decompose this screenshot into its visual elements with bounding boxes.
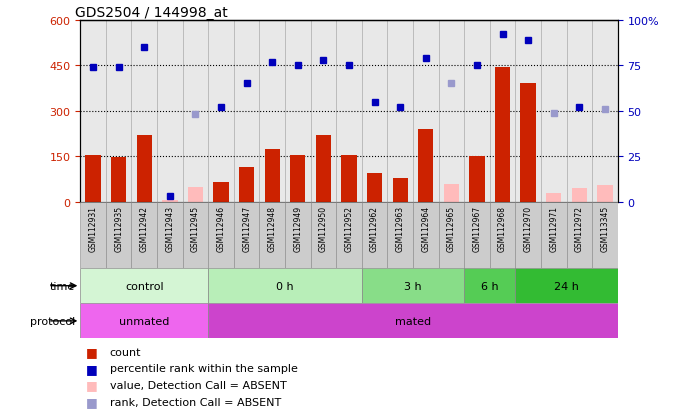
Bar xyxy=(367,173,383,202)
Text: GSM112970: GSM112970 xyxy=(524,206,533,252)
FancyBboxPatch shape xyxy=(311,202,336,268)
Text: GSM112945: GSM112945 xyxy=(191,206,200,252)
FancyBboxPatch shape xyxy=(234,202,260,268)
Bar xyxy=(341,155,357,202)
Text: GSM112948: GSM112948 xyxy=(268,206,276,252)
Text: GSM113345: GSM113345 xyxy=(600,206,609,252)
FancyBboxPatch shape xyxy=(592,202,618,268)
FancyBboxPatch shape xyxy=(362,202,387,268)
Bar xyxy=(418,130,433,202)
Text: ■: ■ xyxy=(86,346,98,358)
Bar xyxy=(111,157,126,202)
FancyBboxPatch shape xyxy=(285,202,311,268)
FancyBboxPatch shape xyxy=(541,202,567,268)
FancyBboxPatch shape xyxy=(80,268,208,304)
Bar xyxy=(239,168,254,202)
FancyBboxPatch shape xyxy=(106,202,131,268)
Text: 6 h: 6 h xyxy=(481,281,498,291)
Text: GSM112947: GSM112947 xyxy=(242,206,251,252)
Text: protocol: protocol xyxy=(29,316,75,326)
FancyBboxPatch shape xyxy=(490,202,515,268)
Text: percentile rank within the sample: percentile rank within the sample xyxy=(110,363,298,373)
Text: GSM112971: GSM112971 xyxy=(549,206,558,252)
Bar xyxy=(188,187,203,202)
Text: GSM112964: GSM112964 xyxy=(422,206,430,252)
Bar xyxy=(214,183,229,202)
Text: GSM112972: GSM112972 xyxy=(575,206,584,252)
Text: GSM112943: GSM112943 xyxy=(165,206,174,252)
Text: GSM112967: GSM112967 xyxy=(473,206,482,252)
FancyBboxPatch shape xyxy=(131,202,157,268)
Bar xyxy=(265,150,280,202)
FancyBboxPatch shape xyxy=(183,202,208,268)
Bar xyxy=(521,84,536,202)
Text: GDS2504 / 144998_at: GDS2504 / 144998_at xyxy=(75,6,228,20)
Text: count: count xyxy=(110,347,141,357)
Text: GSM112962: GSM112962 xyxy=(370,206,379,252)
Bar xyxy=(546,193,561,202)
Text: rank, Detection Call = ABSENT: rank, Detection Call = ABSENT xyxy=(110,397,281,407)
FancyBboxPatch shape xyxy=(464,268,515,304)
Bar xyxy=(315,136,331,202)
FancyBboxPatch shape xyxy=(336,202,362,268)
Text: ■: ■ xyxy=(86,362,98,375)
Text: GSM112935: GSM112935 xyxy=(114,206,123,252)
FancyBboxPatch shape xyxy=(80,202,106,268)
FancyBboxPatch shape xyxy=(362,268,464,304)
FancyBboxPatch shape xyxy=(260,202,285,268)
Bar xyxy=(572,189,587,202)
Bar xyxy=(290,155,306,202)
Text: ■: ■ xyxy=(86,378,98,391)
Text: GSM112968: GSM112968 xyxy=(498,206,507,252)
Text: GSM112946: GSM112946 xyxy=(216,206,225,252)
Text: control: control xyxy=(125,281,163,291)
Text: GSM112952: GSM112952 xyxy=(345,206,353,252)
Bar xyxy=(469,157,484,202)
Bar xyxy=(444,184,459,202)
Text: mated: mated xyxy=(395,316,431,326)
Bar xyxy=(495,68,510,202)
Text: 24 h: 24 h xyxy=(554,281,579,291)
Text: GSM112963: GSM112963 xyxy=(396,206,405,252)
FancyBboxPatch shape xyxy=(464,202,490,268)
Text: GSM112931: GSM112931 xyxy=(89,206,98,252)
FancyBboxPatch shape xyxy=(387,202,413,268)
FancyBboxPatch shape xyxy=(208,202,234,268)
Text: GSM112950: GSM112950 xyxy=(319,206,328,252)
Bar xyxy=(137,136,152,202)
FancyBboxPatch shape xyxy=(438,202,464,268)
Bar xyxy=(162,201,177,202)
Text: 3 h: 3 h xyxy=(404,281,422,291)
FancyBboxPatch shape xyxy=(80,304,208,339)
Text: ■: ■ xyxy=(86,395,98,408)
Bar xyxy=(85,156,101,202)
Text: GSM112965: GSM112965 xyxy=(447,206,456,252)
Text: value, Detection Call = ABSENT: value, Detection Call = ABSENT xyxy=(110,380,287,390)
FancyBboxPatch shape xyxy=(515,268,618,304)
Text: time: time xyxy=(50,281,75,291)
Bar xyxy=(597,186,613,202)
FancyBboxPatch shape xyxy=(208,304,618,339)
Text: 0 h: 0 h xyxy=(276,281,294,291)
Text: GSM112949: GSM112949 xyxy=(293,206,302,252)
Text: unmated: unmated xyxy=(119,316,170,326)
Text: GSM112942: GSM112942 xyxy=(140,206,149,252)
FancyBboxPatch shape xyxy=(208,268,362,304)
FancyBboxPatch shape xyxy=(157,202,183,268)
FancyBboxPatch shape xyxy=(515,202,541,268)
FancyBboxPatch shape xyxy=(567,202,592,268)
Bar xyxy=(392,178,408,202)
FancyBboxPatch shape xyxy=(413,202,438,268)
